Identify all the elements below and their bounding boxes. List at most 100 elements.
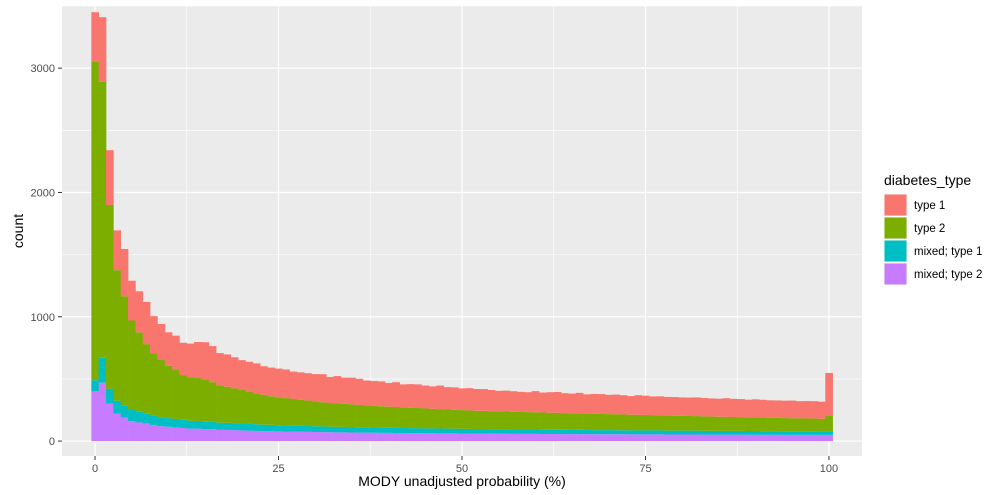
bar-segment: [803, 434, 811, 442]
x-tick-label: 50: [456, 463, 468, 475]
bar-segment: [333, 403, 342, 427]
bar-segment: [392, 427, 400, 434]
bar-segment: [267, 367, 276, 397]
bar-segment: [781, 434, 789, 442]
bar-segment: [524, 412, 533, 430]
bar-segment: [157, 417, 166, 427]
bar-segment: [561, 434, 569, 442]
bar-segment: [810, 418, 819, 432]
bar-segment: [627, 414, 635, 431]
legend-label: mixed; type 1: [914, 246, 982, 258]
bar-segment: [634, 430, 643, 435]
bar-segment: [531, 429, 540, 434]
bar-segment: [150, 353, 158, 416]
bar-segment: [318, 426, 327, 433]
bar-segment: [788, 434, 797, 442]
bar-segment: [722, 430, 731, 435]
bar-segment: [671, 397, 679, 416]
bar-segment: [759, 417, 767, 432]
bar-segment: [370, 432, 378, 442]
bar-segment: [179, 342, 188, 376]
bar-segment: [575, 429, 584, 435]
bar-segment: [502, 390, 511, 412]
bar-segment: [693, 430, 701, 435]
bar-segment: [729, 398, 738, 417]
bar-segment: [781, 431, 789, 435]
bar-segment: [135, 411, 144, 423]
bar-segment: [480, 410, 488, 430]
bar-segment: [186, 377, 195, 421]
bar-segment: [825, 372, 833, 416]
bar-segment: [91, 380, 99, 392]
bar-segment: [825, 431, 833, 435]
bar-segment: [230, 430, 239, 442]
bar-segment: [216, 429, 224, 442]
bar-segment: [539, 434, 547, 442]
bar-segment: [803, 401, 811, 419]
bar-segment: [289, 431, 298, 442]
bar-segment: [282, 431, 290, 442]
bar-segment: [583, 434, 591, 442]
bar-segment: [436, 409, 444, 429]
bar-segment: [539, 429, 547, 434]
bar-segment: [362, 380, 371, 406]
bar-segment: [311, 426, 320, 433]
bar-segment: [245, 391, 254, 424]
bar-segment: [553, 429, 562, 434]
bar-segment: [627, 434, 635, 442]
bar-segment: [238, 389, 246, 424]
bar-segment: [810, 401, 819, 419]
bar-segment: [693, 416, 701, 431]
bar-segment: [517, 433, 525, 442]
bar-segment: [612, 414, 621, 431]
bar-segment: [384, 432, 393, 442]
bar-segment: [106, 150, 114, 205]
bar-segment: [186, 428, 195, 442]
bar-segment: [296, 399, 305, 426]
bar-segment: [150, 316, 158, 354]
bar-segment: [678, 397, 687, 416]
bar-segment: [707, 398, 716, 417]
bar-segment: [450, 433, 459, 442]
bar-segment: [348, 432, 356, 442]
bar-segment: [282, 425, 290, 432]
bar-segment: [649, 415, 657, 431]
legend-title: diabetes_type: [884, 172, 971, 188]
bar-segment: [707, 430, 716, 435]
bar-segment: [671, 430, 679, 435]
bar-segment: [194, 378, 202, 421]
bar-segment: [480, 389, 488, 411]
bar-segment: [370, 381, 378, 406]
bar-segment: [729, 434, 738, 442]
bar-segment: [399, 407, 408, 429]
bar-segment: [311, 374, 320, 402]
bar-segment: [627, 396, 635, 415]
legend-swatch: [884, 263, 907, 285]
bar-segment: [795, 418, 804, 432]
bar-segment: [172, 369, 180, 419]
bar-segment: [260, 366, 268, 395]
bar-segment: [663, 396, 672, 416]
bar-segment: [377, 406, 386, 428]
bar-segment: [223, 429, 232, 442]
bar-segment: [737, 430, 745, 435]
bar-segment: [428, 433, 437, 442]
bar-segment: [208, 429, 217, 442]
bar-segment: [340, 403, 349, 427]
y-axis-title: count: [10, 214, 26, 248]
bar-segment: [252, 393, 261, 425]
bar-segment: [766, 417, 775, 432]
bar-segment: [91, 391, 99, 442]
bar-segment: [120, 417, 129, 442]
bar-segment: [685, 415, 694, 431]
bar-segment: [443, 409, 452, 429]
bar-segment: [509, 411, 518, 430]
bar-segment: [135, 291, 144, 333]
bar-segment: [605, 430, 613, 435]
bar-segment: [707, 434, 716, 442]
bar-segment: [729, 416, 738, 431]
bar-segment: [634, 434, 643, 442]
bar-segment: [649, 396, 657, 416]
bar-segment: [502, 433, 511, 442]
bar-segment: [612, 394, 621, 415]
